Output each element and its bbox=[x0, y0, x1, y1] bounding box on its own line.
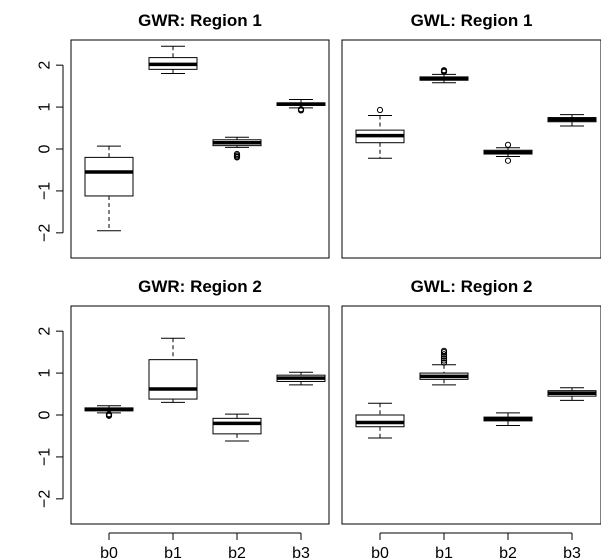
box-b3 bbox=[276, 371, 326, 386]
box-b1 bbox=[148, 337, 198, 403]
outlier-point bbox=[233, 154, 241, 161]
box-b3 bbox=[547, 114, 597, 127]
x-tick-label: b3 bbox=[292, 545, 310, 558]
x-tick-label: b0 bbox=[371, 545, 389, 558]
outlier-point bbox=[504, 141, 512, 148]
y-tick-label: −1 bbox=[37, 448, 54, 466]
outlier-point bbox=[440, 347, 448, 354]
y-tick-label: 2 bbox=[37, 327, 54, 336]
plot-frame bbox=[70, 305, 330, 525]
panel-title: GWR: Region 1 bbox=[138, 11, 262, 30]
x-tick-label: b3 bbox=[563, 545, 581, 558]
box-b1 bbox=[419, 347, 469, 386]
box-b3 bbox=[276, 99, 326, 114]
x-tick-label: b0 bbox=[100, 545, 118, 558]
panel-2: GWL: Region 1 bbox=[341, 11, 601, 259]
box-b1 bbox=[419, 67, 469, 84]
y-tick-label: −2 bbox=[37, 224, 54, 242]
outlier-point bbox=[105, 412, 113, 419]
panel-1: GWR: Region 1 −2 −1 0 1 2 bbox=[37, 11, 330, 259]
panel-4: GWL: Region 2 b0 b1 b2 b3 bbox=[341, 277, 601, 558]
outlier-point bbox=[376, 106, 384, 114]
iqr-box bbox=[212, 417, 262, 435]
box-b2 bbox=[212, 136, 262, 161]
plot-frame bbox=[341, 305, 601, 525]
box-b1 bbox=[148, 45, 198, 75]
box-b0 bbox=[355, 402, 405, 439]
panel-title: GWR: Region 2 bbox=[138, 277, 262, 296]
iqr-box bbox=[84, 156, 134, 197]
x-tick-label: b2 bbox=[228, 545, 246, 558]
plot-frame bbox=[70, 39, 330, 259]
plot-frame bbox=[341, 39, 601, 259]
box-b3 bbox=[547, 387, 597, 401]
panel-3: GWR: Region 2 −2 −1 0 1 2 b0 b1 b2 b3 bbox=[37, 277, 330, 558]
y-tick-label: 1 bbox=[37, 369, 54, 378]
outlier-point bbox=[440, 67, 448, 74]
outlier-point bbox=[440, 351, 448, 358]
y-tick-label: 1 bbox=[37, 103, 54, 112]
x-tick-label: b2 bbox=[499, 545, 517, 558]
outlier-point bbox=[504, 157, 512, 164]
outlier-point bbox=[297, 107, 305, 114]
panel-title: GWL: Region 2 bbox=[411, 277, 533, 296]
box-b0 bbox=[84, 145, 134, 232]
y-tick-label: −1 bbox=[37, 182, 54, 200]
y-tick-label: 2 bbox=[37, 61, 54, 70]
y-tick-label: −2 bbox=[37, 490, 54, 508]
box-b0 bbox=[84, 405, 134, 419]
outlier-point bbox=[440, 355, 448, 362]
iqr-box bbox=[148, 359, 198, 400]
box-b2 bbox=[483, 141, 533, 164]
y-tick-label: 0 bbox=[37, 144, 54, 153]
box-b2 bbox=[483, 412, 533, 426]
x-tick-label: b1 bbox=[435, 545, 453, 558]
y-tick-label: 0 bbox=[37, 410, 54, 419]
outlier-point bbox=[440, 359, 448, 366]
box-b2 bbox=[212, 413, 262, 442]
x-tick-label: b1 bbox=[164, 545, 182, 558]
box-b0 bbox=[355, 106, 405, 159]
panel-title: GWL: Region 1 bbox=[411, 11, 533, 30]
outlier-point bbox=[440, 357, 448, 364]
